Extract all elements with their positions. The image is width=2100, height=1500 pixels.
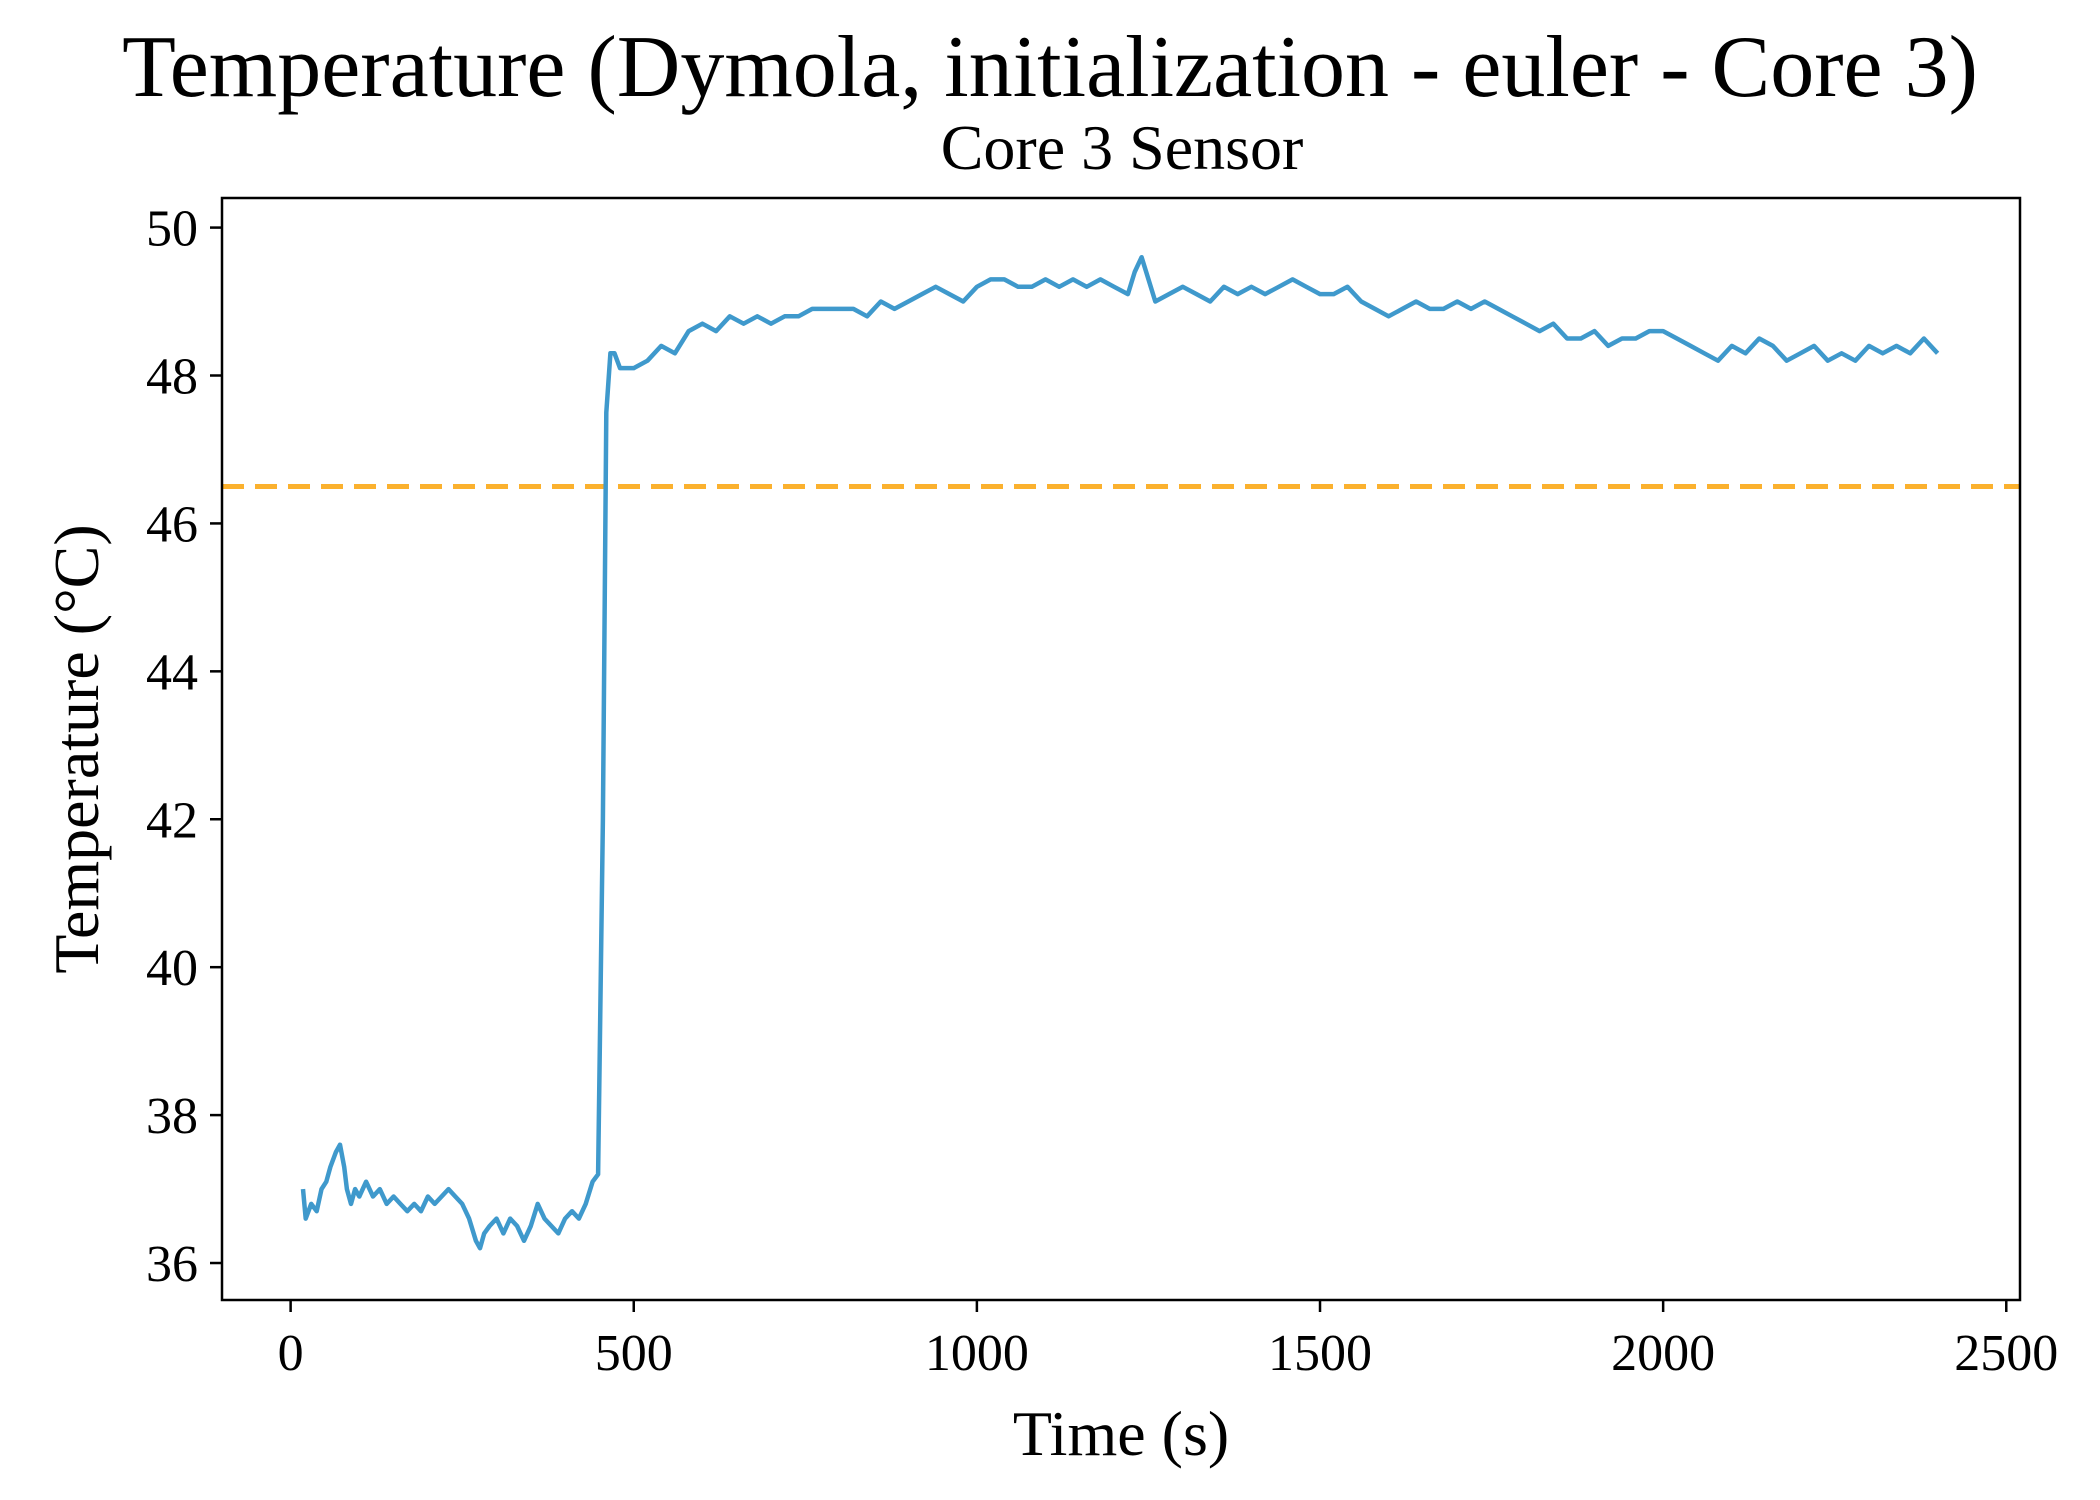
y-tick-label: 40 xyxy=(146,940,198,997)
y-tick-label: 48 xyxy=(146,349,198,406)
x-tick-label: 2500 xyxy=(1954,1325,2058,1382)
x-tick-label: 1000 xyxy=(925,1325,1029,1382)
y-axis-ticks: 36 38 40 42 44 46 48 50 xyxy=(146,201,222,1293)
y-tick-label: 36 xyxy=(146,1236,198,1293)
y-tick-label: 44 xyxy=(146,644,198,701)
x-axis-label: Time (s) xyxy=(1013,1398,1229,1469)
chart-subtitle: Core 3 Sensor xyxy=(940,112,1304,183)
data-series xyxy=(300,254,1940,1251)
chart-title: Temperature (Dymola, initialization - eu… xyxy=(122,19,1978,116)
y-tick-label: 38 xyxy=(146,1088,198,1145)
plot-area-frame xyxy=(220,196,2022,1302)
series-line xyxy=(300,254,1940,1251)
y-tick-label: 50 xyxy=(146,201,198,258)
y-tick-label: 46 xyxy=(146,496,198,553)
x-tick-label: 0 xyxy=(278,1325,304,1382)
x-tick-label: 2000 xyxy=(1611,1325,1715,1382)
x-tick-label: 500 xyxy=(595,1325,673,1382)
x-axis-ticks: 0 500 1000 1500 2000 2500 xyxy=(278,1300,2058,1382)
y-tick-label: 42 xyxy=(146,792,198,849)
y-axis-label: Temperature (°C) xyxy=(41,524,112,973)
x-tick-label: 1500 xyxy=(1268,1325,1372,1382)
